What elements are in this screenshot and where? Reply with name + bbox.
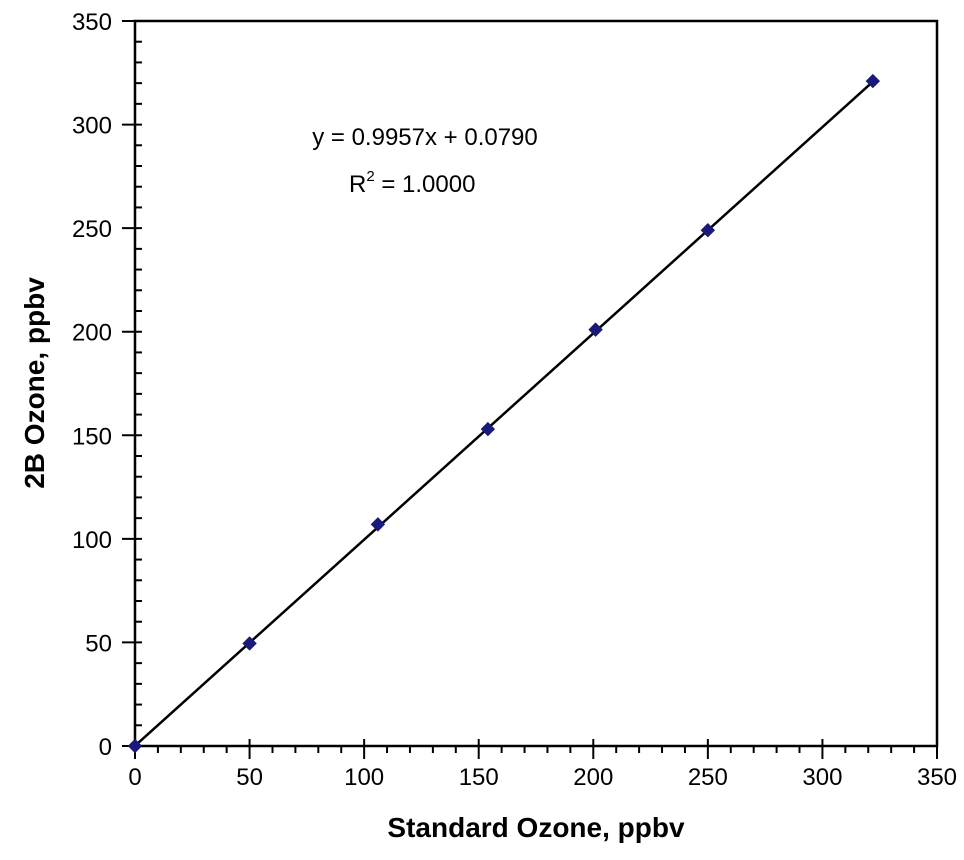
x-axis-title: Standard Ozone, ppbv bbox=[387, 812, 685, 843]
y-tick-label: 0 bbox=[99, 734, 112, 761]
r-squared-label: R2 = 1.0000 bbox=[349, 168, 475, 198]
data-point bbox=[127, 738, 143, 754]
data-point bbox=[370, 517, 386, 532]
x-tick-label: 150 bbox=[459, 764, 499, 791]
x-tick-label: 50 bbox=[236, 764, 263, 791]
trendline bbox=[134, 80, 874, 747]
axis-tick-labels: 00 50 50 100 100 150 150 200 200 250 250 300 300 350 3… bbox=[72, 9, 957, 791]
y-tick-label: 200 bbox=[72, 320, 112, 347]
data-point bbox=[588, 322, 603, 337]
axis-ticks bbox=[122, 20, 938, 759]
y-tick-label: 50 bbox=[85, 630, 112, 657]
trendline-equation: y = 0.9957x + 0.0790 bbox=[312, 124, 538, 151]
x-tick-label: 300 bbox=[802, 764, 842, 791]
plot-area-frame bbox=[133, 19, 939, 748]
y-tick-label: 150 bbox=[72, 423, 112, 450]
data-point bbox=[480, 421, 496, 437]
data-point bbox=[242, 636, 257, 651]
y-tick-label: 300 bbox=[72, 113, 112, 140]
y-axis-title: 2B Ozone, ppbv bbox=[19, 277, 50, 489]
data-point bbox=[700, 223, 716, 238]
x-tick-label: 250 bbox=[688, 764, 728, 791]
x-tick-label: 350 bbox=[917, 764, 957, 791]
x-tick-label: 200 bbox=[573, 764, 613, 791]
y-tick-label: 100 bbox=[72, 527, 112, 554]
data-points bbox=[127, 73, 881, 754]
y-tick-label: 350 bbox=[72, 9, 112, 36]
x-tick-label: 0 bbox=[128, 764, 141, 791]
data-point bbox=[865, 73, 881, 89]
x-tick-label: 100 bbox=[344, 764, 384, 791]
y-tick-label: 250 bbox=[72, 216, 112, 243]
